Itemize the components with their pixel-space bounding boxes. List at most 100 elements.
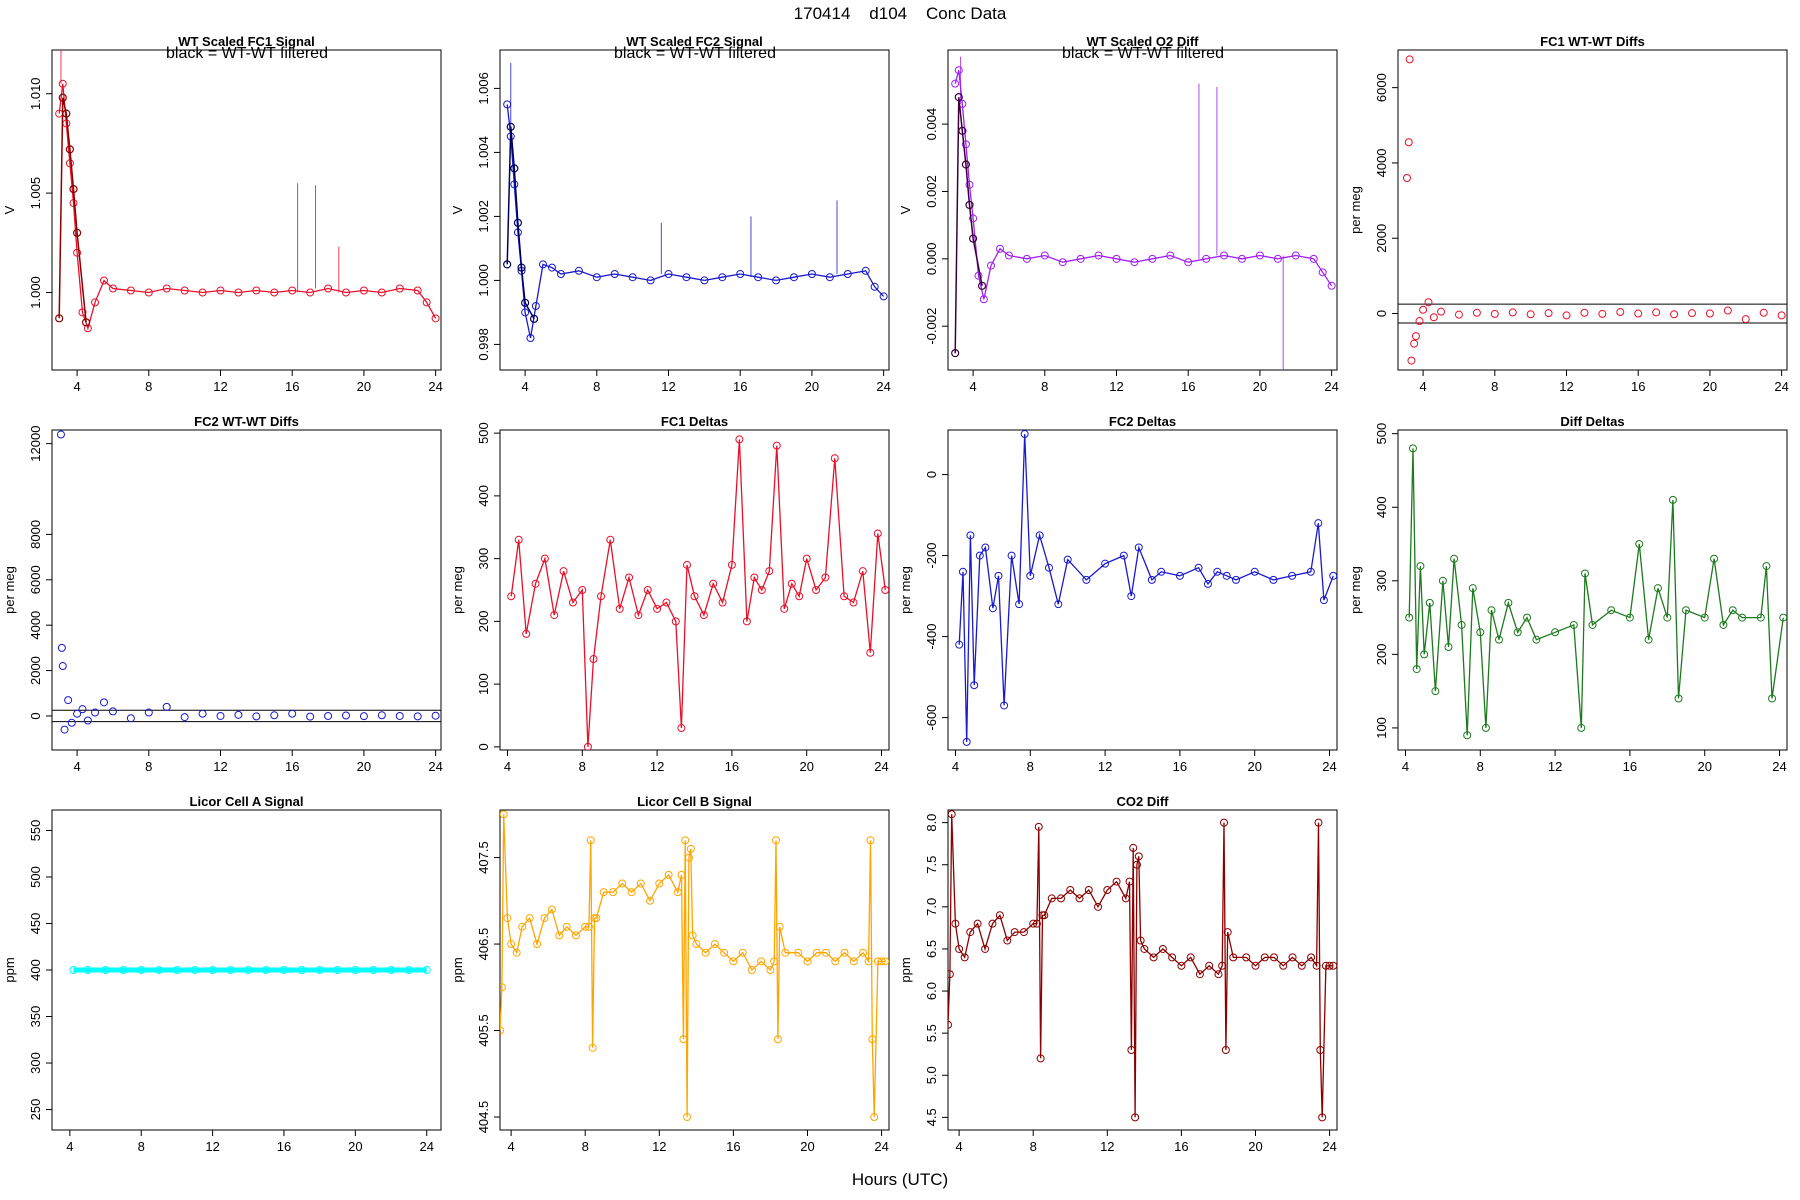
data-point: [1119, 551, 1128, 560]
data-point: [772, 836, 781, 845]
data-point: [757, 957, 766, 966]
data-point: [679, 1035, 688, 1044]
data-point: [881, 957, 889, 966]
filtered-data-point: [951, 349, 960, 358]
data-point: [324, 284, 333, 293]
data-point: [1319, 596, 1328, 605]
y-axis-label: per meg: [1348, 566, 1363, 614]
y-tick-label: 8.0: [924, 814, 939, 832]
data-point: [1136, 936, 1145, 945]
data-point: [533, 940, 542, 949]
data-point: [155, 966, 164, 974]
data-point: [870, 1113, 879, 1122]
x-tick-label: 20: [805, 379, 819, 394]
data-point: [584, 922, 593, 931]
data-point: [677, 870, 686, 879]
data-point: [1581, 569, 1590, 578]
data-point: [710, 940, 719, 949]
data-point: [1674, 694, 1683, 703]
chart-p6: FC1 Deltas per meg 4 8 12 16 20 24 0 100 200 300 400…: [450, 414, 890, 774]
data-point: [1149, 953, 1158, 962]
data-point: [1129, 843, 1138, 852]
data-point: [735, 435, 744, 444]
data-point: [1004, 251, 1013, 260]
legend-note: black = WT-WT filtered: [166, 45, 328, 62]
plot-frame: [947, 809, 1338, 1131]
data-point: [599, 888, 608, 897]
data-point: [1035, 531, 1044, 540]
data-point: [1269, 575, 1278, 584]
data-point: [692, 940, 701, 949]
data-point: [67, 718, 76, 727]
data-point: [1420, 650, 1429, 659]
x-axis-label: Hours (UTC): [851, 1170, 949, 1189]
data-point: [126, 286, 135, 295]
plot-area: [1398, 55, 1787, 365]
data-point: [1010, 928, 1019, 937]
data-point: [1314, 818, 1323, 827]
data-point: [606, 535, 615, 544]
data-point: [1003, 936, 1012, 945]
data-point: [1429, 313, 1438, 322]
chart-p10: Licor Cell B Signal ppm 4 8 12 16 20 24 404.5 405…: [450, 794, 890, 1154]
x-tick-label: 4: [521, 379, 528, 394]
data-point: [377, 288, 386, 297]
data-point: [1402, 174, 1411, 182]
data-point: [1112, 254, 1121, 263]
data-point: [795, 592, 804, 601]
data-point: [1408, 444, 1417, 453]
data-point: [83, 966, 92, 974]
x-tick-label: 4: [504, 759, 511, 774]
y-tick-label: 6.5: [924, 940, 939, 958]
data-point: [812, 586, 821, 594]
x-tick-label: 8: [1491, 379, 1498, 394]
x-tick-label: 12: [213, 759, 227, 774]
data-point: [1297, 961, 1306, 970]
x-tick-label: 4: [955, 1139, 962, 1154]
x-tick-label: 12: [652, 1139, 666, 1154]
y-tick-label: 8000: [28, 520, 43, 549]
data-point: [742, 617, 751, 626]
data-point: [738, 948, 747, 957]
plot-area: [507, 435, 889, 750]
data-point: [700, 276, 709, 285]
data-point: [333, 966, 342, 974]
data-point: [1026, 571, 1035, 580]
data-point: [500, 1026, 504, 1035]
x-tick-label: 8: [1477, 759, 1484, 774]
data-point: [1523, 613, 1532, 622]
data-point: [1551, 628, 1560, 637]
data-point: [1134, 543, 1143, 552]
data-point: [1220, 251, 1229, 260]
data-point: [615, 604, 624, 613]
filtered-series-line: [954, 97, 983, 354]
y-tick-label: 5.5: [924, 1024, 939, 1042]
y-tick-label: 1.002: [476, 200, 491, 233]
data-point: [1768, 694, 1777, 703]
data-point: [588, 1043, 597, 1052]
data-point: [64, 696, 73, 705]
chart-p7: FC2 Deltas per meg 4 8 12 16 20 24 -600 -400 -200 0: [898, 414, 1338, 774]
data-point: [1728, 606, 1737, 615]
data-point: [315, 966, 324, 974]
plot-frame: [499, 429, 890, 751]
data-point: [677, 724, 686, 733]
data-point: [681, 836, 690, 845]
data-point: [540, 914, 549, 923]
plot-area: [1405, 444, 1787, 740]
data-point: [682, 273, 691, 282]
data-point: [596, 592, 605, 601]
data-point: [324, 711, 333, 720]
data-point: [1288, 571, 1297, 580]
data-point: [1140, 944, 1149, 953]
data-point: [1719, 620, 1728, 629]
data-point: [1130, 258, 1139, 267]
data-point: [1194, 563, 1203, 572]
plot-frame: [1397, 49, 1788, 371]
data-point: [974, 271, 983, 280]
data-point: [866, 648, 875, 657]
data-point: [1687, 309, 1696, 318]
data-point: [664, 870, 673, 879]
data-point: [961, 140, 970, 149]
